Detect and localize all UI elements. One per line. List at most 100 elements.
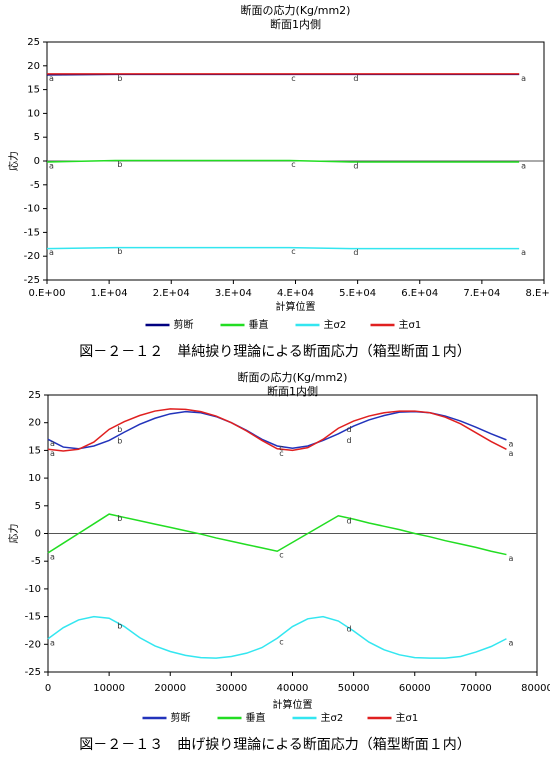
point-label: a (50, 439, 55, 448)
x-tick-label: 10000 (93, 683, 125, 694)
y-tick-label: -10 (25, 584, 41, 595)
point-label: a (508, 449, 513, 458)
point-label: b (117, 247, 122, 256)
point-label: c (291, 160, 295, 169)
point-label: b (117, 425, 122, 434)
x-axis-label: 計算位置 (276, 300, 316, 313)
y-tick-label: -10 (24, 204, 40, 215)
point-label: a (50, 552, 55, 561)
point-label: d (353, 161, 358, 170)
point-label: a (49, 161, 54, 170)
x-tick-label: 4.E+04 (277, 288, 314, 299)
y-tick-label: -25 (25, 667, 41, 678)
series-line (47, 615, 507, 659)
x-tick-label: 1.E+04 (91, 288, 128, 299)
point-label: d (353, 248, 358, 257)
x-tick-label: 8.E+04 (526, 288, 550, 299)
legend-label: 剪断 (171, 711, 191, 724)
point-label: c (279, 443, 283, 452)
y-tick-label: 0 (34, 156, 40, 167)
y-tick-label: 10 (27, 108, 40, 119)
y-tick-label: -25 (24, 275, 40, 286)
x-tick-label: 40000 (277, 683, 309, 694)
legend-label: 主σ2 (324, 319, 347, 331)
x-tick-label: 0.E+00 (29, 288, 66, 299)
y-tick-label: 15 (27, 85, 40, 96)
point-label: c (291, 247, 295, 256)
y-tick-label: 20 (28, 418, 41, 429)
x-tick-label: 80000 (521, 683, 550, 694)
legend-label: 主σ1 (399, 319, 422, 331)
y-axis-label: 応力 (7, 524, 20, 544)
chart-title: 断面の応力(Kg/mm2) (238, 370, 348, 384)
y-axis-label: 応力 (7, 151, 20, 171)
legend-label: 剪断 (174, 318, 194, 331)
point-label: b (117, 74, 122, 83)
x-axis-label: 計算位置 (273, 698, 313, 711)
point-label: d (346, 425, 351, 434)
series-line (46, 246, 520, 250)
series-line (46, 159, 520, 163)
x-tick-label: 6.E+04 (401, 288, 438, 299)
point-label: b (117, 622, 122, 631)
y-tick-label: -20 (25, 639, 41, 650)
legend-label: 垂直 (249, 318, 269, 331)
point-label: c (291, 74, 295, 83)
x-tick-label: 30000 (215, 683, 247, 694)
y-tick-label: 15 (28, 445, 41, 456)
x-tick-label: 2.E+04 (153, 288, 190, 299)
series-line (47, 408, 507, 452)
point-label: a (508, 554, 513, 563)
chart-title: 断面の応力(Kg/mm2) (241, 3, 351, 17)
y-tick-label: 0 (35, 529, 41, 540)
y-tick-label: 25 (27, 37, 40, 48)
point-label: d (346, 436, 351, 445)
y-tick-label: -20 (24, 251, 40, 262)
legend-label: 主σ1 (396, 712, 419, 724)
point-label: d (353, 74, 358, 83)
point-label: a (49, 74, 54, 83)
x-tick-label: 70000 (460, 683, 492, 694)
x-tick-label: 60000 (399, 683, 431, 694)
legend-label: 垂直 (246, 711, 266, 724)
y-tick-label: 25 (28, 390, 41, 401)
y-tick-label: -15 (25, 612, 41, 623)
x-tick-label: 0 (45, 683, 51, 694)
point-label: c (279, 638, 283, 647)
point-label: c (279, 449, 283, 458)
point-label: a (50, 638, 55, 647)
point-label: b (117, 160, 122, 169)
point-label: a (50, 449, 55, 458)
point-label: a (521, 248, 526, 257)
point-label: d (346, 624, 351, 633)
point-label: b (117, 514, 122, 523)
point-label: c (279, 551, 283, 560)
x-tick-label: 20000 (154, 683, 186, 694)
x-tick-label: 3.E+04 (215, 288, 252, 299)
chart-subtitle: 断面1内側 (267, 384, 318, 398)
series-line (47, 513, 507, 556)
point-label: b (117, 437, 122, 446)
y-tick-label: 10 (28, 473, 41, 484)
x-tick-label: 50000 (338, 683, 370, 694)
y-tick-label: -15 (24, 227, 40, 238)
x-tick-label: 5.E+04 (339, 288, 376, 299)
y-tick-label: 5 (34, 132, 40, 143)
figure-caption: 図－２－１３ 曲げ捩り理論による断面応力（箱型断面１内） (79, 737, 471, 753)
y-tick-label: 20 (27, 61, 40, 72)
point-label: a (49, 248, 54, 257)
chart-subtitle: 断面1内側 (270, 17, 321, 31)
y-tick-label: -5 (30, 180, 40, 191)
point-label: a (521, 74, 526, 83)
point-label: d (346, 516, 351, 525)
y-tick-label: -5 (31, 556, 41, 567)
y-tick-label: 5 (35, 501, 41, 512)
legend-label: 主σ2 (321, 712, 344, 724)
x-tick-label: 7.E+04 (463, 288, 500, 299)
figure-caption: 図－２－１２ 単純捩り理論による断面応力（箱型断面１内） (79, 344, 471, 360)
point-label: a (508, 638, 513, 647)
point-label: a (508, 439, 513, 448)
point-label: a (521, 161, 526, 170)
